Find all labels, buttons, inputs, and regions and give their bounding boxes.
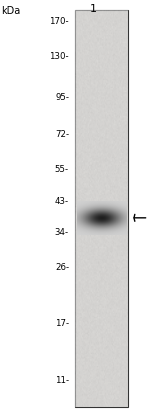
Bar	[75, 10, 128, 407]
Text: 72-: 72-	[55, 130, 69, 138]
Text: 17-: 17-	[55, 319, 69, 328]
Text: 130-: 130-	[49, 52, 69, 61]
Text: 11-: 11-	[55, 376, 69, 385]
Text: 43-: 43-	[55, 197, 69, 206]
Text: 170-: 170-	[49, 17, 69, 26]
Text: 34-: 34-	[55, 228, 69, 237]
Text: 26-: 26-	[55, 263, 69, 272]
Text: 95-: 95-	[55, 93, 69, 102]
Text: 1: 1	[90, 4, 96, 14]
Text: 55-: 55-	[55, 165, 69, 174]
Text: kDa: kDa	[2, 6, 21, 16]
